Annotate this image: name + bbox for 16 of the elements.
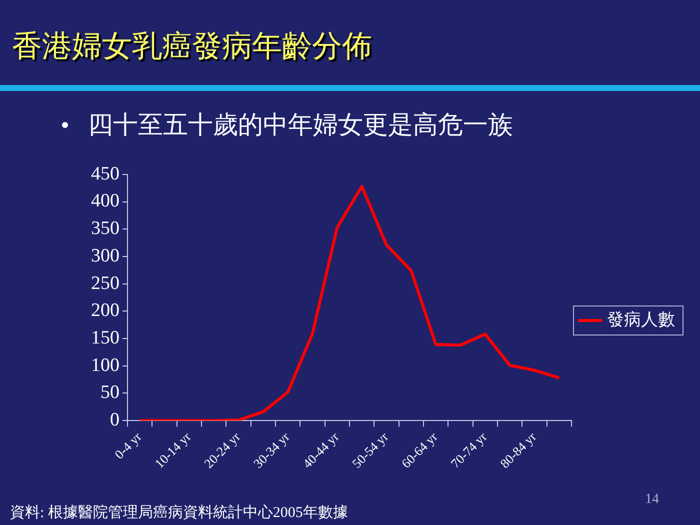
chart-title: 香港婦女乳癌發病年齡分佈	[12, 29, 372, 65]
x-tick-label: 0-4 yr	[112, 428, 145, 462]
chart-subtitle: 四十至五十歲的中年婦女更是高危一族	[88, 110, 513, 141]
y-tick-label: 300	[91, 245, 120, 266]
legend-label: 發病人數	[607, 310, 675, 329]
y-tick-label: 0	[110, 410, 120, 431]
y-tick-label: 350	[91, 218, 120, 240]
y-tick-label: 250	[91, 272, 120, 294]
y-tick-label: 50	[100, 382, 120, 404]
y-tick-label: 450	[91, 163, 120, 184]
text: 14	[645, 492, 659, 508]
y-tick-label: 150	[91, 327, 120, 348]
y-tick-label: 200	[91, 300, 120, 322]
text: 資料: 根據醫院管理局癌病資料統計中心2005年數據	[10, 503, 348, 522]
y-tick-label: 100	[91, 354, 120, 376]
y-tick-label: 400	[91, 190, 120, 212]
